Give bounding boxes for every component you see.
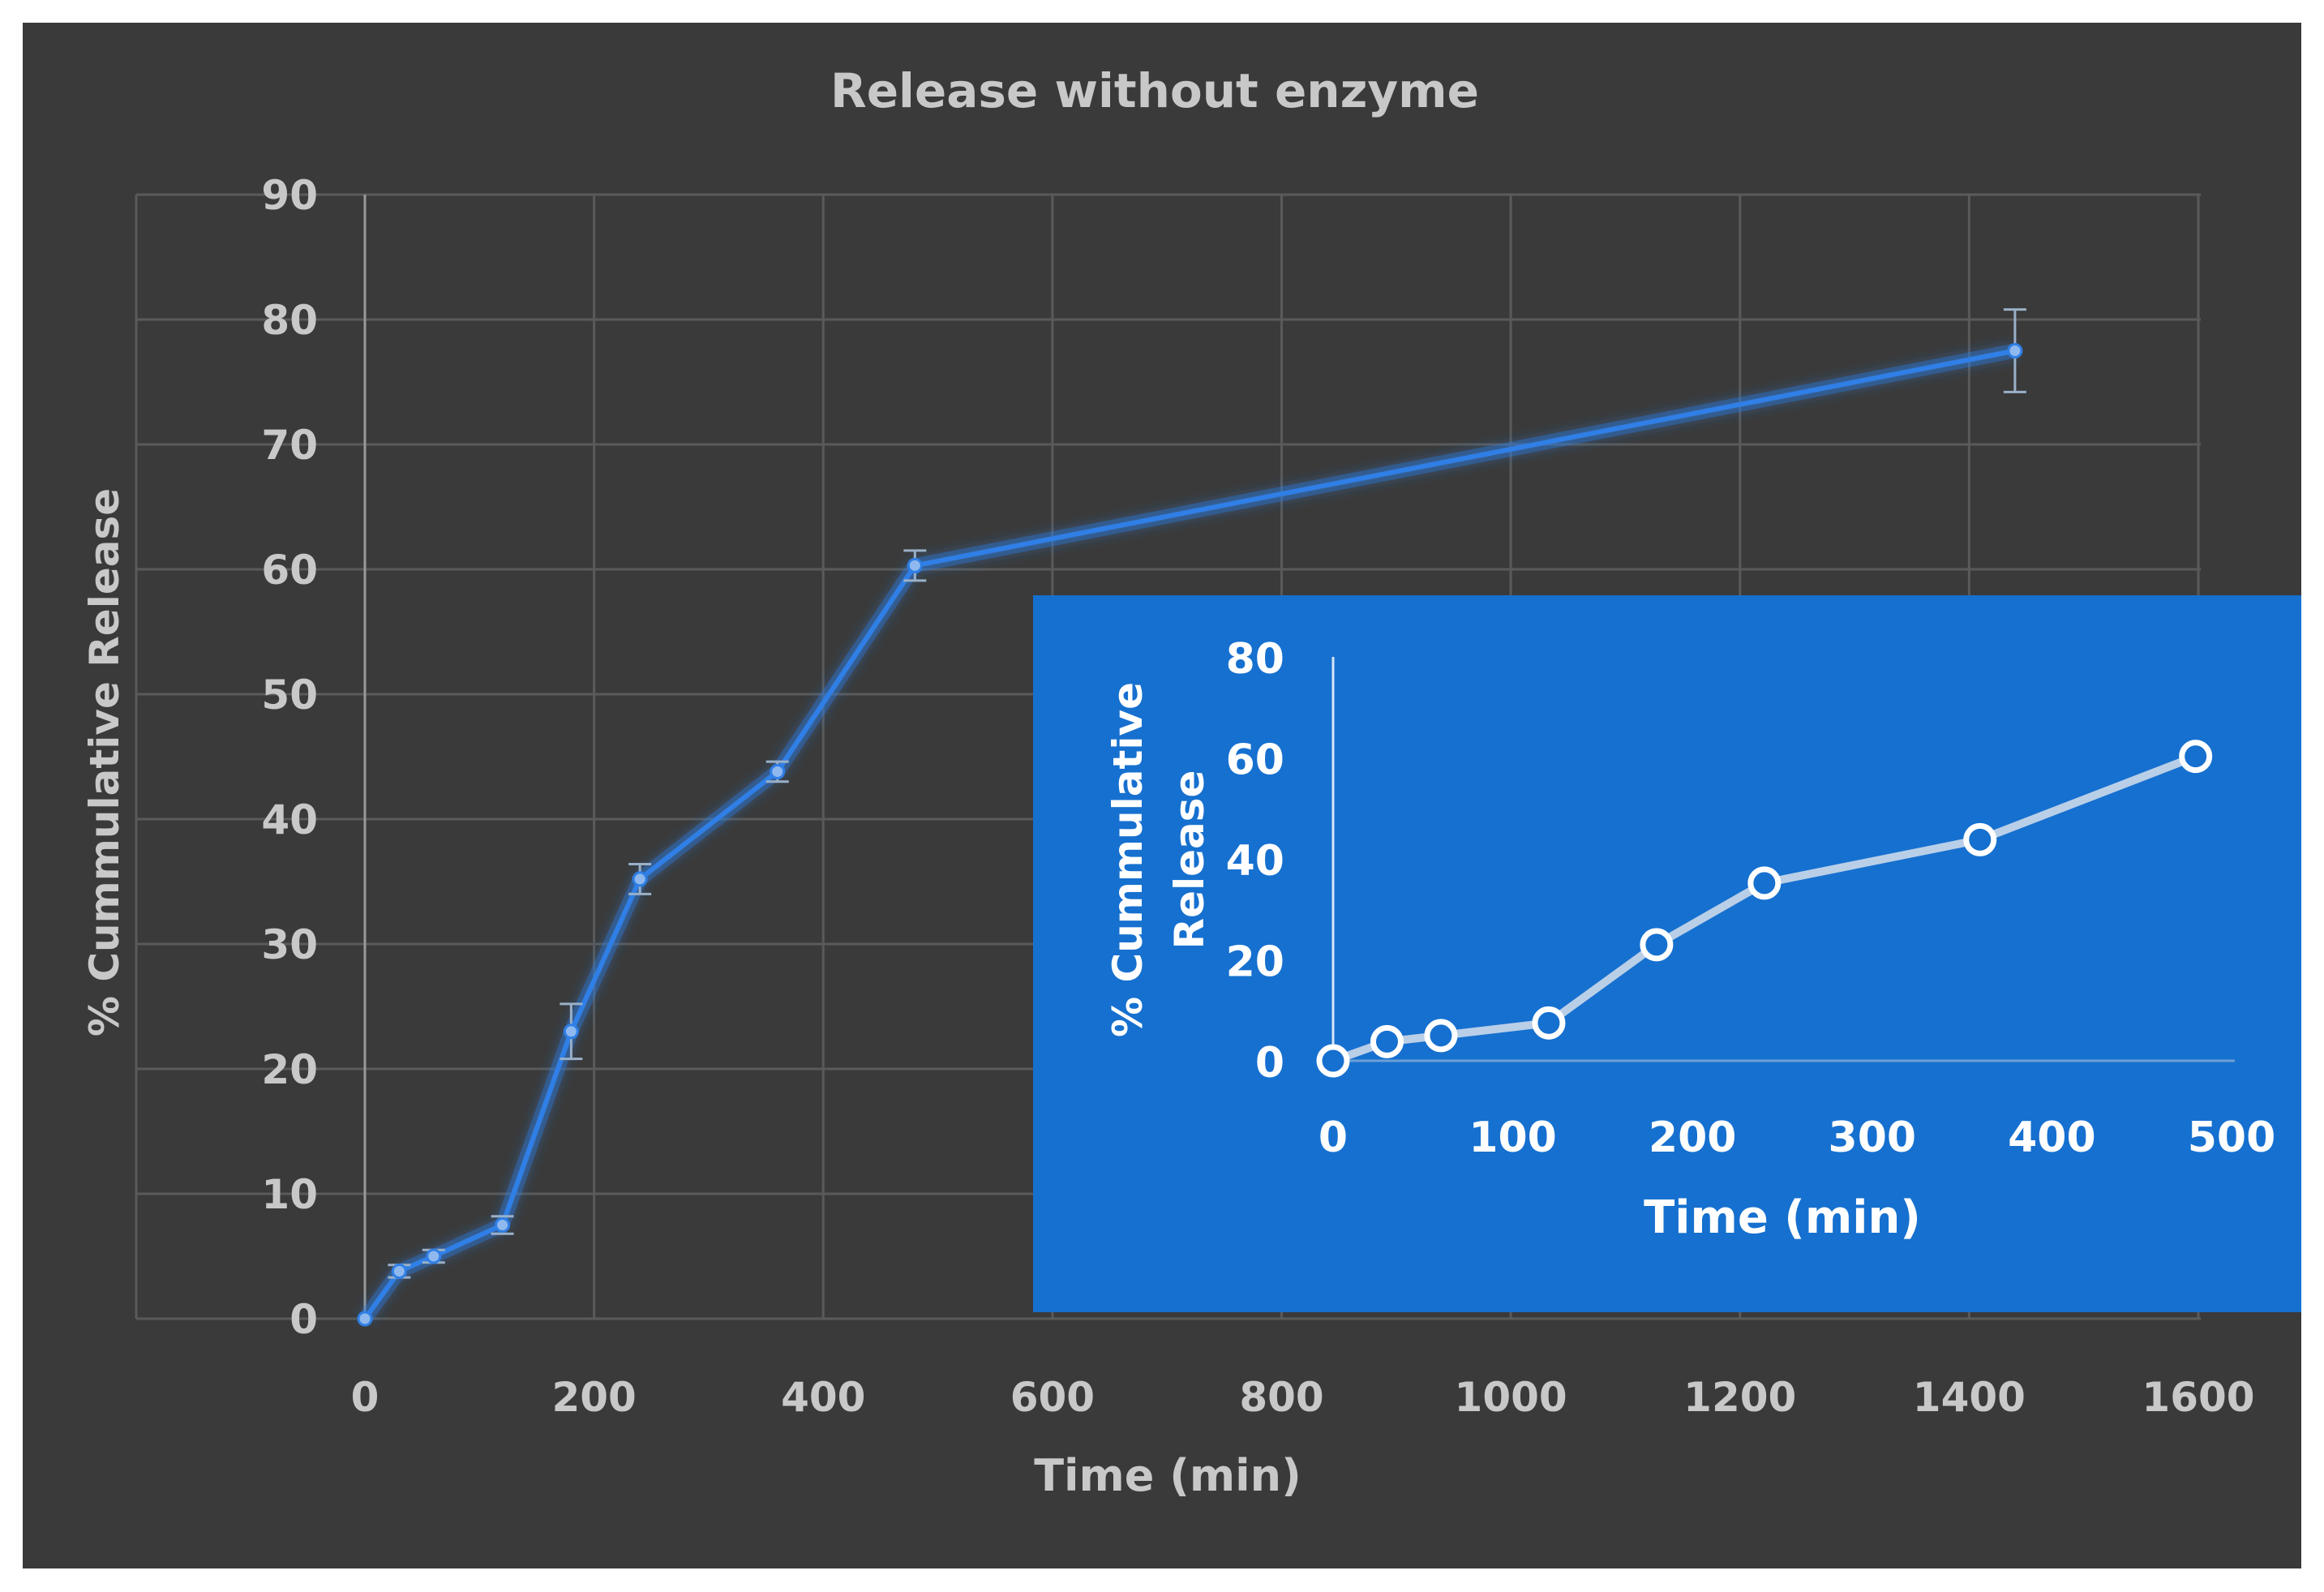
y-tick-label: 60 xyxy=(261,547,318,594)
inset-chart: 0 20 40 60 80 0 100 200 300 400 500 Time (min) % … xyxy=(1033,595,2301,1312)
data-point xyxy=(357,1311,373,1327)
y-tick-label: 90 xyxy=(261,172,318,219)
inset-series xyxy=(1316,740,2213,1078)
inset-data-point xyxy=(1316,1044,1350,1078)
inset-x-ticks: 0 100 200 300 400 500 xyxy=(1319,1114,2275,1162)
y-tick-label: 50 xyxy=(261,672,318,719)
main-y-ticks: 0 10 20 30 40 50 60 70 80 90 xyxy=(261,172,318,1343)
x-tick-label: 200 xyxy=(551,1374,636,1421)
x-tick-label: 1600 xyxy=(2142,1374,2254,1421)
inset-y-axis-label-line-2: Release xyxy=(1166,770,1213,950)
inset-x-axis-label: Time (min) xyxy=(1644,1191,1921,1244)
main-x-axis-label: Time (min) xyxy=(1034,1450,1301,1501)
x-tick-label: 400 xyxy=(781,1374,865,1421)
inset-y-tick-label: 80 xyxy=(1226,635,1284,684)
inset-y-axis-label-line-1: % Cummulative xyxy=(1104,682,1151,1037)
inset-x-tick-label: 0 xyxy=(1319,1114,1348,1162)
inset-x-tick-label: 300 xyxy=(1829,1114,1917,1162)
y-tick-label: 0 xyxy=(289,1296,318,1343)
inset-x-tick-label: 400 xyxy=(2008,1114,2096,1162)
main-y-axis-label: % Cummulative Release xyxy=(81,488,128,1036)
data-point xyxy=(770,763,786,779)
main-series xyxy=(357,308,2026,1327)
data-point xyxy=(495,1217,511,1233)
y-tick-label: 70 xyxy=(261,422,318,469)
x-tick-label: 600 xyxy=(1010,1374,1095,1421)
data-point xyxy=(907,557,923,573)
data-point xyxy=(2007,343,2023,358)
x-tick-label: 1400 xyxy=(1913,1374,2026,1421)
y-tick-label: 20 xyxy=(261,1046,318,1093)
data-point xyxy=(563,1023,579,1040)
inset-x-tick-label: 100 xyxy=(1469,1114,1557,1162)
inset-data-point xyxy=(1747,866,1782,900)
inset-y-tick-label: 20 xyxy=(1226,938,1284,987)
inset-data-point xyxy=(1963,822,1997,856)
inset-data-point xyxy=(1640,928,1674,962)
chart-title: Release without enzyme xyxy=(830,63,1479,118)
inset-data-point xyxy=(1424,1019,1458,1053)
y-tick-label: 40 xyxy=(261,796,318,843)
inset-axes xyxy=(1331,657,2235,1062)
inset-y-tick-label: 40 xyxy=(1226,837,1284,886)
x-tick-label: 1200 xyxy=(1683,1374,1796,1421)
inset-data-point xyxy=(1532,1006,1566,1040)
inset-y-axis-label-group: % Cummulative Release xyxy=(1104,682,1213,1037)
y-tick-label: 10 xyxy=(261,1171,318,1218)
y-tick-label: 80 xyxy=(261,297,318,344)
main-x-ticks: 0 200 400 600 800 1000 1200 1400 1600 xyxy=(351,1374,2255,1421)
x-tick-label: 1000 xyxy=(1455,1374,1567,1421)
data-point xyxy=(632,871,648,887)
inset-y-ticks: 0 20 40 60 80 xyxy=(1226,635,1284,1088)
inset-y-tick-label: 0 xyxy=(1255,1039,1284,1088)
inset-data-point xyxy=(2179,740,2213,774)
inset-data-point xyxy=(1370,1024,1404,1058)
data-point xyxy=(426,1248,442,1264)
y-tick-label: 30 xyxy=(261,921,318,968)
data-point xyxy=(391,1263,407,1279)
inset-x-tick-label: 200 xyxy=(1649,1114,1737,1162)
x-tick-label: 800 xyxy=(1239,1374,1323,1421)
inset-x-tick-label: 500 xyxy=(2188,1114,2276,1162)
x-tick-label: 0 xyxy=(351,1374,379,1421)
inset-y-tick-label: 60 xyxy=(1226,736,1284,785)
